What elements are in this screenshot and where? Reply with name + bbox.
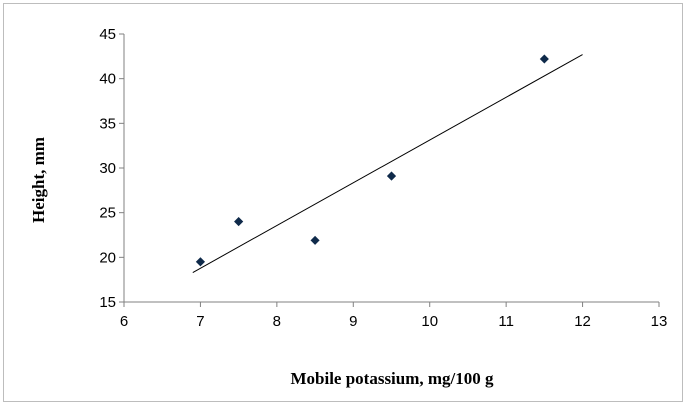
axes: [119, 33, 660, 307]
x-tick-label: 10: [421, 313, 438, 330]
y-tick-label: 30: [99, 160, 116, 177]
x-tick-label: 11: [498, 313, 514, 330]
x-tick-label: 6: [120, 313, 128, 330]
x-axis-title: Mobile potassium, mg/100 g: [290, 369, 494, 388]
x-tick-label: 9: [349, 313, 357, 330]
trendline-group: [192, 54, 583, 273]
chart-frame: [3, 3, 683, 402]
y-tick-label: 15: [99, 294, 116, 311]
trendline: [192, 54, 583, 273]
tick-labels: 15 20 25 30 35 40 45 6 7 8 9 10 11 12 13: [99, 26, 667, 330]
x-tick-label: 12: [574, 313, 591, 330]
y-tick-label: 25: [99, 205, 116, 222]
data-point: [309, 234, 321, 246]
y-axis-title: Height, mm: [29, 137, 48, 223]
x-tick-label: 13: [651, 313, 668, 330]
y-tick-label: 20: [99, 249, 116, 266]
data-points: [195, 53, 550, 268]
x-tick-label: 7: [196, 313, 204, 330]
data-point: [233, 216, 245, 228]
data-point: [195, 256, 206, 268]
y-tick-label: 35: [99, 115, 116, 132]
y-tick-label: 40: [99, 71, 116, 88]
y-tick-label: 45: [99, 26, 116, 43]
data-point: [386, 170, 397, 182]
data-point: [538, 53, 550, 65]
x-tick-label: 8: [273, 313, 281, 330]
